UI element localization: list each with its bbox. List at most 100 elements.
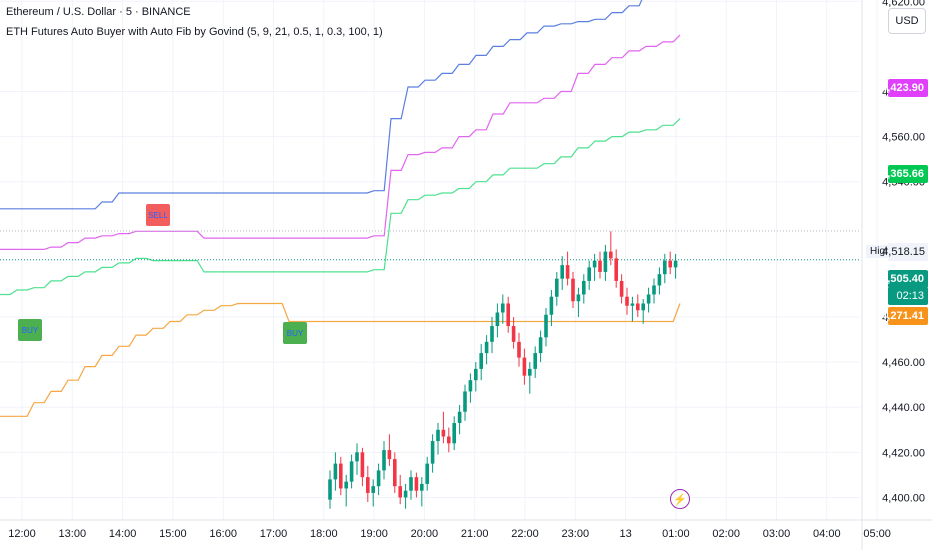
candle-body [522,357,527,376]
candle-body [468,380,473,392]
candle-body [333,463,338,480]
x-tick-label: 23:00 [562,528,590,540]
candle-body [371,486,375,493]
candle-body [657,274,662,286]
candle-body [328,479,332,500]
candle-body [452,423,456,444]
x-tick-label: 20:00 [411,528,439,540]
candle-body [565,265,570,279]
magenta-price-badge: 4,423.90 [881,79,928,97]
candle-body [673,260,678,268]
x-tick-label: 18:00 [310,528,338,540]
candle-body [549,296,554,315]
x-tick-label: 22:00 [511,528,539,540]
lightning-icon[interactable]: ⚡ [670,489,690,509]
candle-body [366,477,370,493]
candle-body [409,477,413,491]
candle-body [355,452,359,462]
sell-signal-label: SELL [146,204,170,226]
candle-body [414,477,419,491]
candle-body [447,436,451,444]
x-tick-label: 15:00 [159,528,187,540]
y-tick-label: 4,560.00 [882,132,925,144]
candle-body [636,303,640,311]
candle-body [360,452,365,478]
candle-body [441,429,446,437]
candle-body [533,353,537,369]
candle-body [501,303,505,313]
x-tick-label: 03:00 [763,528,791,540]
candle-body [387,450,392,460]
candle-body [587,267,591,281]
candle-body [479,353,483,369]
high-value: 4,518.15 [882,243,928,261]
high-label: High [866,245,895,258]
candle-body [603,251,608,272]
candle-body [652,285,656,295]
fib-line-orange [0,302,681,417]
candle-body [457,411,462,424]
x-tick-label: 14:00 [109,528,137,540]
x-tick-label: 13:00 [59,528,87,540]
candle-body [425,463,429,484]
candle-body [592,260,597,268]
green-price-badge: 4,365.66 [881,165,928,183]
x-tick-label: 04:00 [813,528,841,540]
y-tick-label: 4,440.00 [882,402,925,414]
x-tick-label: 19:00 [360,528,388,540]
candle-body [339,463,343,489]
x-tick-label: 21:00 [461,528,489,540]
y-tick-label: 4,400.00 [882,492,925,504]
candle-body [506,303,510,327]
candle-body [517,341,521,358]
candle-body [544,314,548,338]
current-price-badge: 4,505.40 [881,270,928,288]
candle-body [382,450,386,471]
orange-price-badge: 4,271.41 [881,307,928,325]
candle-body [576,294,581,302]
candle-body [609,251,613,259]
candle-body [528,368,532,376]
candle-body [484,341,489,354]
candle-body [646,294,651,304]
buy-signal-label: BUY [18,319,42,341]
candle-body [398,486,402,498]
candle-body [538,337,543,354]
x-tick-label: 13 [619,528,631,540]
candle-body [560,265,564,279]
x-tick-label: 05:00 [863,528,891,540]
candle-body [403,490,408,498]
candle-body [668,260,672,268]
fib-line-blue [0,0,643,210]
candle-body [598,260,602,272]
fib-line-green [0,118,681,296]
candle-body [376,470,381,487]
candle-body [393,459,397,487]
candle-body [436,429,440,442]
x-tick-label: 01:00 [662,528,690,540]
candle-body [582,280,586,295]
candle-body [555,278,559,297]
candle-body [490,326,494,342]
y-tick-label: 4,620.00 [882,0,925,8]
candle-body [619,280,624,297]
x-tick-label: 16:00 [209,528,237,540]
y-tick-label: 4,460.00 [882,357,925,369]
candle-body [495,312,500,327]
candle-body [614,258,618,281]
candle-body [630,303,635,306]
candle-body [430,441,435,464]
candle-body [420,483,424,491]
candle-body [463,391,467,412]
candle-body [571,278,575,302]
buy-signal-label: BUY [283,322,307,344]
candle-body [663,260,667,275]
candle-body [511,326,516,342]
countdown-badge: 02:13 [888,287,928,305]
candle-body [349,461,354,482]
x-tick-label: 02:00 [712,528,740,540]
candle-body [474,368,478,381]
indicator-title: ETH Futures Auto Buyer with Auto Fib by … [6,26,383,38]
currency-button[interactable]: USD [888,8,926,34]
